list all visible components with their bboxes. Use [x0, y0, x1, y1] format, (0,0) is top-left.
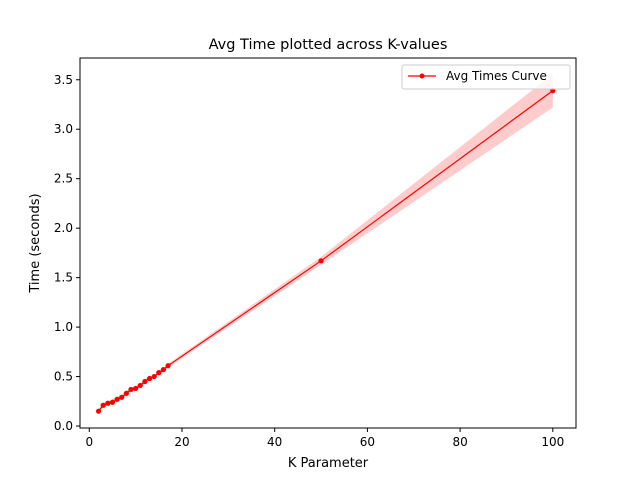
- data-point: [142, 378, 148, 385]
- legend: Avg Times Curve: [401, 64, 571, 90]
- data-point: [165, 363, 171, 369]
- x-tick-label: 60: [360, 435, 375, 449]
- data-point: [119, 394, 125, 400]
- y-tick-label: 0.0: [54, 419, 73, 433]
- x-axis-ticks: 0 20 40 60 80 100: [85, 428, 564, 449]
- data-point: [105, 400, 111, 406]
- plot-area-frame: [79, 57, 577, 429]
- data-point: [318, 258, 324, 264]
- data-point: [137, 382, 143, 389]
- data-point: [114, 396, 120, 402]
- series-marker-layer: [95, 88, 556, 414]
- data-point: [109, 399, 116, 405]
- y-tick-label: 0.5: [54, 370, 73, 384]
- data-point: [151, 373, 157, 380]
- data-point: [133, 385, 139, 392]
- y-tick-label: 2.5: [54, 172, 73, 186]
- x-tick-label: 0: [85, 435, 93, 449]
- data-point: [156, 370, 162, 376]
- y-tick-label: 1.0: [54, 320, 73, 334]
- y-tick-label: 3.5: [54, 73, 73, 87]
- legend-label: Avg Times Curve: [446, 69, 547, 83]
- data-point: [123, 390, 129, 396]
- data-point: [128, 386, 134, 393]
- x-tick-label: 80: [452, 435, 467, 449]
- x-tick-label: 100: [541, 435, 564, 449]
- data-point: [160, 367, 167, 373]
- data-point: [100, 402, 106, 408]
- x-axis-label: K Parameter: [288, 456, 369, 471]
- chart-title: Avg Time plotted across K-values: [209, 37, 448, 53]
- data-point: [95, 408, 102, 414]
- x-tick-label: 40: [267, 435, 282, 449]
- y-axis-ticks: 0.0 0.5 1.0 1.5 2.0 2.5 3.0 3.5: [54, 73, 80, 433]
- legend-marker-swatch: [419, 73, 425, 79]
- x-tick-label: 20: [174, 435, 189, 449]
- y-tick-label: 2.0: [54, 221, 73, 235]
- y-axis-label: Time (seconds): [28, 193, 43, 293]
- y-tick-label: 1.5: [54, 271, 73, 285]
- legend-box: [401, 64, 571, 90]
- y-tick-label: 3.0: [54, 122, 73, 136]
- data-point: [146, 375, 153, 382]
